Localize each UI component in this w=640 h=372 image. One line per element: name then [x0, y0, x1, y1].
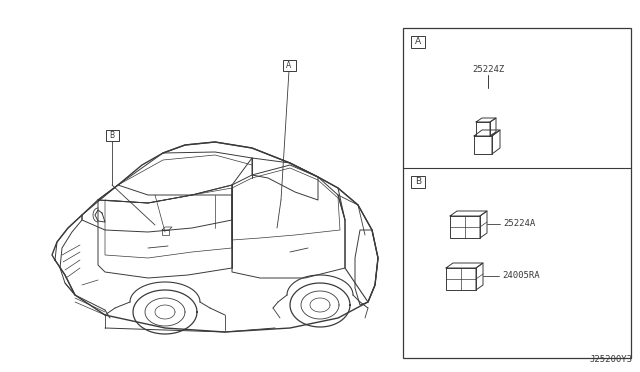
Bar — [411, 176, 425, 188]
Text: 25224A: 25224A — [503, 219, 535, 228]
Text: 25224Z: 25224Z — [472, 65, 504, 74]
Text: B: B — [109, 131, 115, 140]
Text: A: A — [286, 61, 292, 70]
Bar — [106, 129, 118, 141]
Text: J25200Y3: J25200Y3 — [589, 355, 632, 364]
Bar — [403, 28, 631, 358]
Text: 24005RA: 24005RA — [502, 272, 540, 280]
Bar — [411, 36, 425, 48]
Bar — [282, 60, 296, 71]
Text: B: B — [415, 177, 421, 186]
Text: A: A — [415, 38, 421, 46]
